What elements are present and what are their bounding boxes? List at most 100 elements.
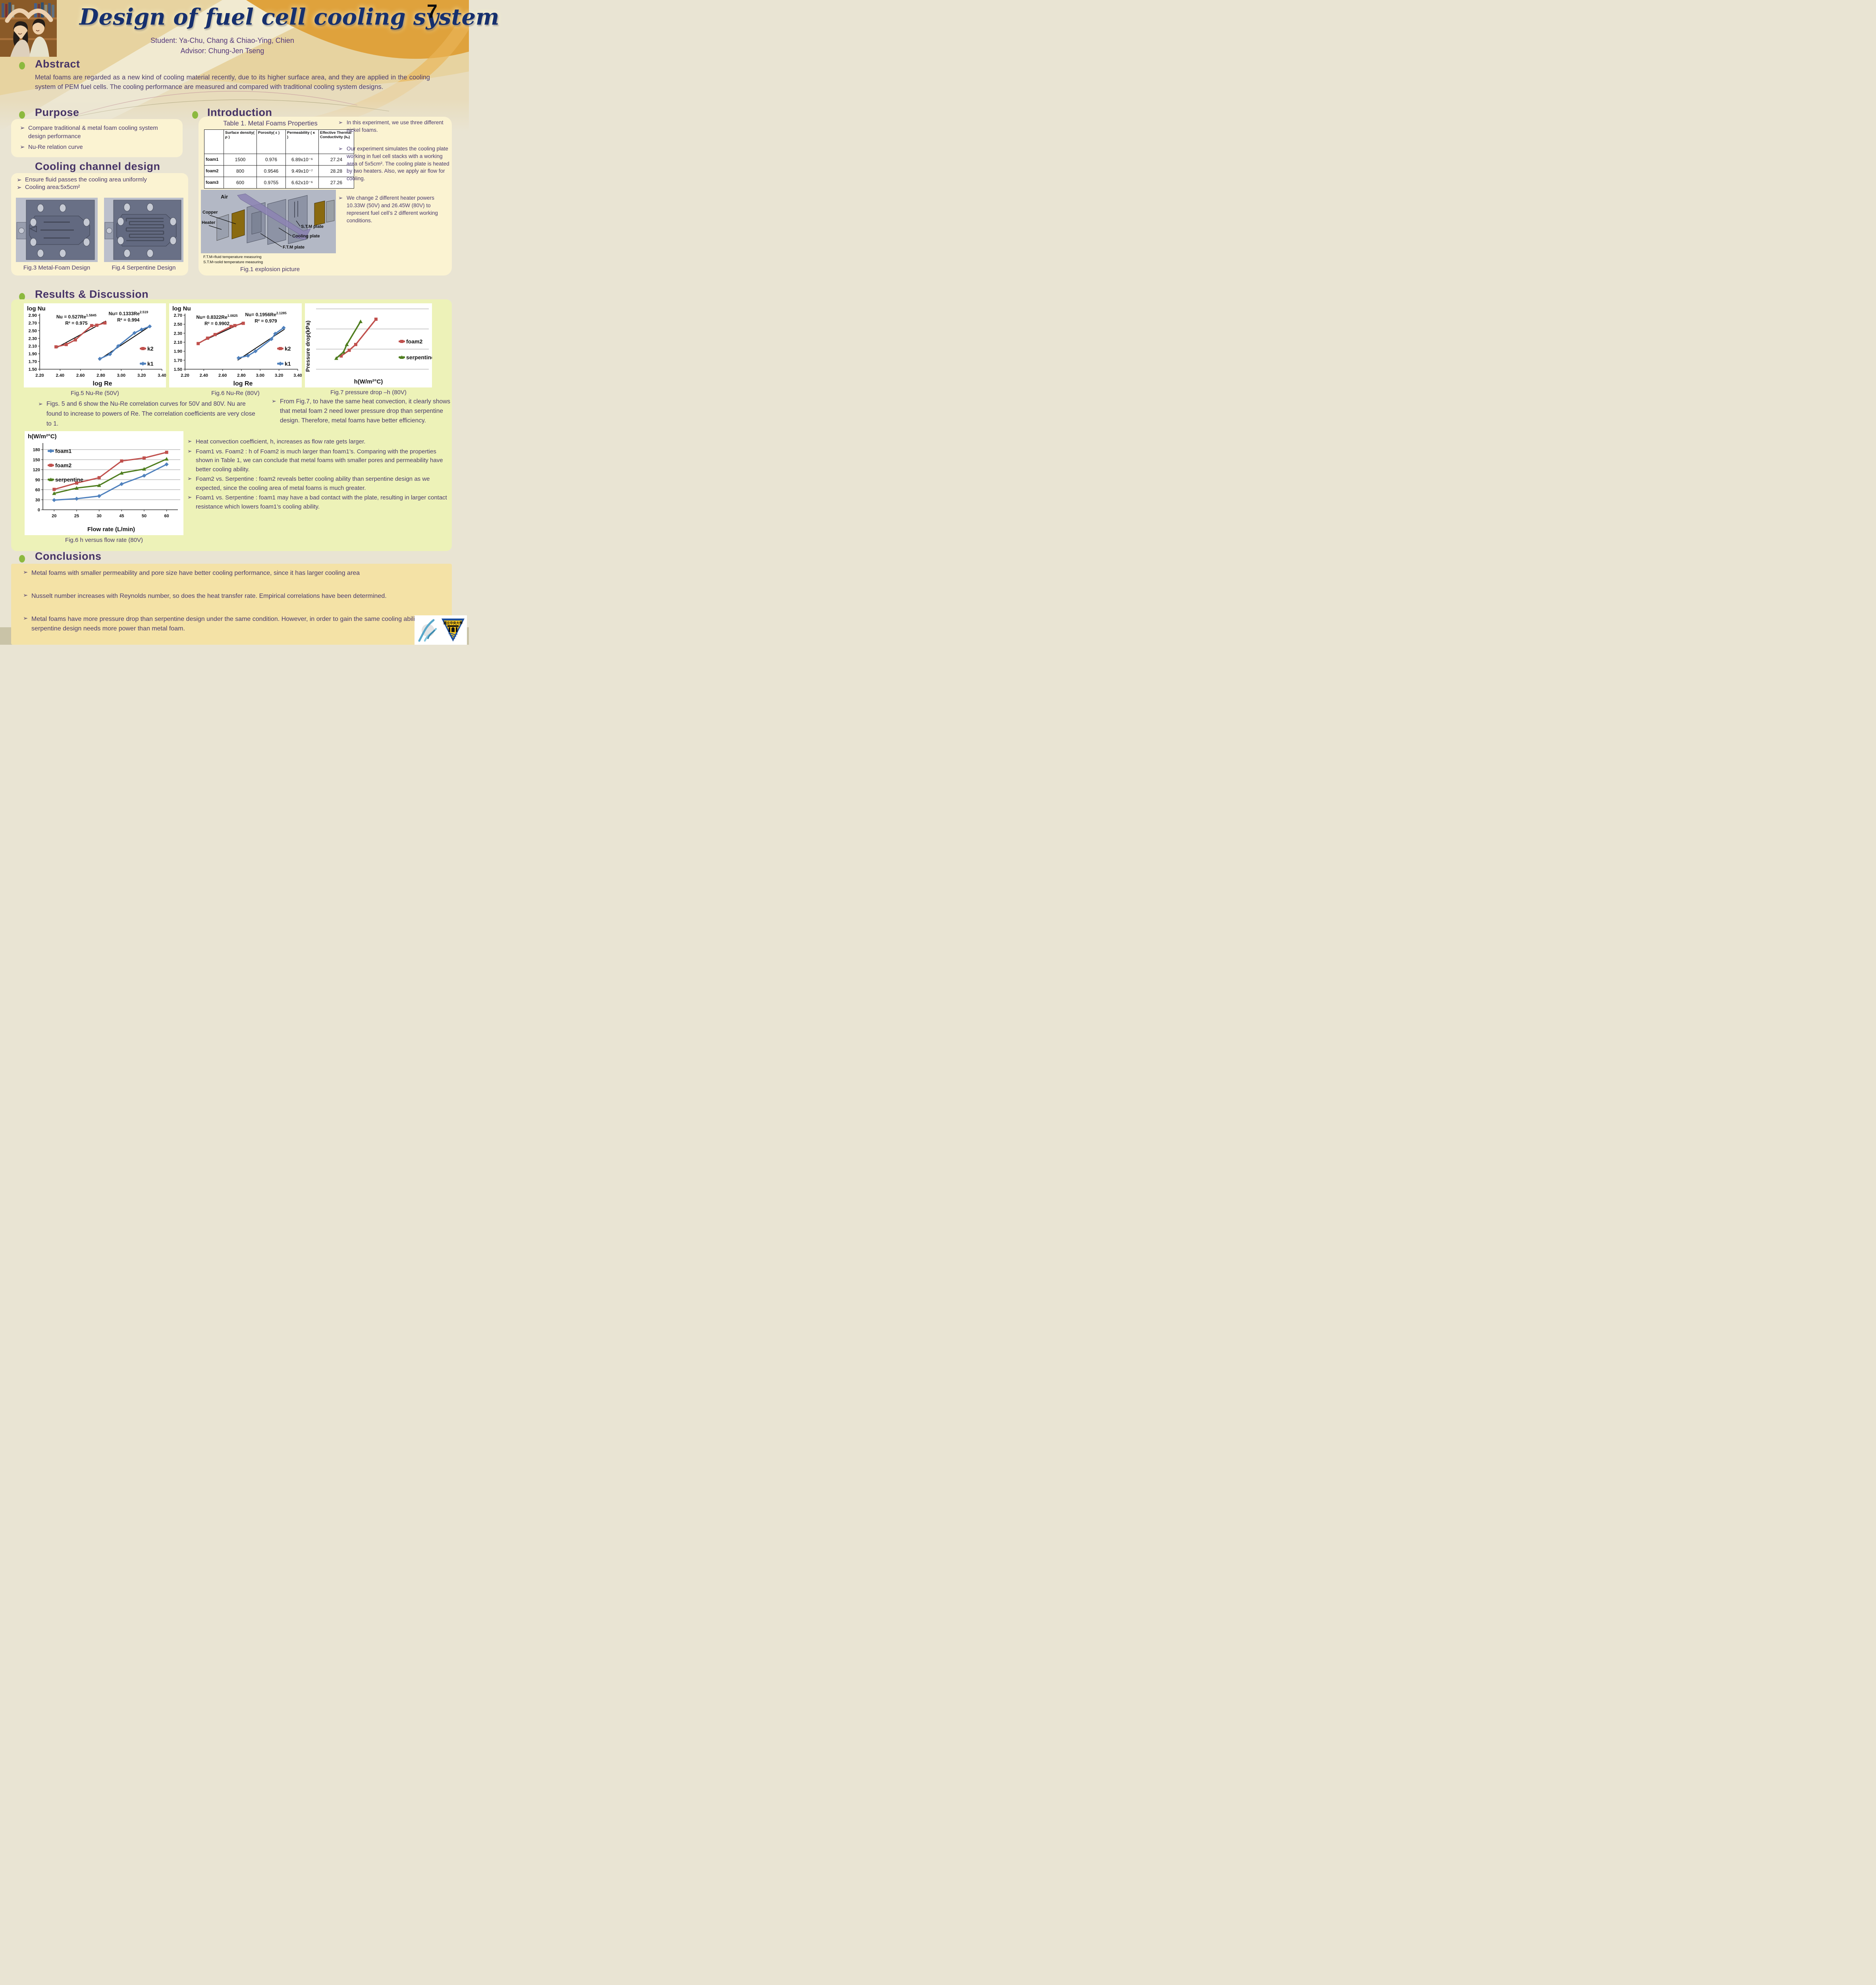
svg-text:3.20: 3.20 [137, 373, 146, 378]
fig7-pressure-drop-chart: foam2 serpentine Pressure drop(kPa) h(W/m²°… [305, 308, 434, 385]
university-emblem-icon: 國立中央大學 [442, 619, 465, 642]
svg-text:20: 20 [52, 514, 56, 518]
purpose-item: Compare traditional & metal foam cooling… [20, 124, 177, 141]
svg-text:2.80: 2.80 [96, 373, 105, 378]
conclusions-heading: Conclusions [35, 550, 102, 562]
results-heading: Results & Discussion [35, 288, 149, 300]
svg-text:log Nu: log Nu [27, 305, 46, 312]
fig1-label-heater: Heater [202, 220, 216, 225]
purpose-heading: Purpose [35, 106, 79, 118]
svg-text:2.20: 2.20 [35, 373, 44, 378]
conclusion-item: Metal foams have more pressure drop than… [23, 615, 446, 634]
intro-bullet: Our experiment simulates the cooling pla… [338, 145, 450, 183]
conclusion-item: Metal foams with smaller permeability an… [23, 569, 446, 578]
fig1-label-stm: S.T.M plate [301, 224, 324, 229]
introduction-heading: Introduction [207, 106, 272, 118]
results-panel: 2.20 2.40 2.60 2.80 3.00 3.20 3.40 1.50 1.70 1.90… [11, 299, 452, 551]
svg-text:1.50: 1.50 [174, 367, 182, 372]
svg-text:1.90: 1.90 [29, 352, 37, 357]
svg-text:150: 150 [33, 458, 40, 463]
svg-text:3.20: 3.20 [275, 373, 283, 378]
svg-text:log Nu: log Nu [172, 305, 191, 312]
fig3-caption: Fig.3 Metal-Foam Design [23, 264, 91, 271]
conclusions-panel: Metal foams with smaller permeability an… [11, 564, 452, 645]
introduction-box: Table 1. Metal Foams Properties Surface … [199, 117, 452, 276]
fig1-explosion-image: Air Copper Heater S.T.M plate Cooling pl… [201, 190, 336, 253]
svg-text:2.40: 2.40 [56, 373, 64, 378]
svg-text:foam2: foam2 [55, 462, 71, 468]
svg-text:25: 25 [74, 514, 79, 518]
svg-text:foam2: foam2 [406, 338, 422, 345]
purpose-bullet-dot [19, 111, 25, 119]
svg-text:180: 180 [33, 448, 40, 453]
results-bottom-bullet: Foam1 vs. Foam2 : h of Foam2 is much lar… [187, 447, 448, 474]
cooling-channel-heading: Cooling channel design [35, 160, 160, 172]
svg-text:30: 30 [97, 514, 102, 518]
table-header: Porosity( ε ) [256, 129, 286, 154]
table-header: Permeability ( κ ) [285, 129, 319, 154]
department-logo-icon [418, 619, 437, 642]
svg-text:3.00: 3.00 [256, 373, 264, 378]
abstract-bullet-dot [19, 62, 25, 69]
svg-text:3.40: 3.40 [293, 373, 302, 378]
svg-text:50: 50 [142, 514, 147, 518]
table-header [204, 129, 224, 154]
emblem-text: 國立中央大學 [443, 621, 463, 625]
svg-text:log Re: log Re [233, 380, 253, 387]
svg-text:h(W/m²°C): h(W/m²°C) [28, 433, 57, 440]
svg-text:30: 30 [35, 498, 40, 503]
svg-text:2.70: 2.70 [174, 313, 182, 318]
fig1-label-air: Air [221, 194, 228, 200]
svg-text:2.60: 2.60 [218, 373, 227, 378]
svg-text:Flow rate (L/min): Flow rate (L/min) [87, 526, 135, 533]
svg-text:h(W/m²°C): h(W/m²°C) [354, 378, 383, 385]
conclusions-bullet-dot [19, 555, 25, 563]
svg-text:k1: k1 [147, 360, 154, 367]
purpose-item: Nu-Re relation curve [20, 143, 177, 151]
svg-text:45: 45 [119, 514, 124, 518]
svg-text:1.70: 1.70 [29, 360, 37, 364]
students-photo [0, 0, 57, 57]
results-bottom-bullet: Foam2 vs. Serpentine : foam2 reveals bet… [187, 475, 448, 493]
svg-text:60: 60 [35, 488, 40, 493]
svg-text:1.50: 1.50 [29, 367, 37, 372]
svg-text:serpentine: serpentine [406, 354, 432, 360]
svg-text:k2: k2 [285, 345, 291, 352]
intro-bullet: We change 2 different heater powers 10.3… [338, 195, 450, 225]
fig6h-caption: Fig.6 h versus flow rate (80V) [65, 537, 143, 543]
results-left-bullet: Figs. 5 and 6 show the Nu-Re correlation… [38, 399, 256, 429]
fig1-label-cooling: Cooling plate [292, 234, 320, 239]
fig1-note: S.T.M=solid temperature measuring [203, 260, 263, 264]
results-bottom-bullet: Foam1 vs. Serpentine : foam1 may have a … [187, 493, 448, 511]
svg-text:3.40: 3.40 [158, 373, 166, 378]
table-header: Surface density( ρ ) [224, 129, 257, 154]
cooling-item: Cooling area:5x5cm² [17, 184, 186, 191]
table-row: foam3 600 0.9755 6.62x10⁻⁶ 27.26 [204, 177, 354, 189]
fig1-caption: Fig.1 explosion picture [240, 266, 300, 273]
abstract-heading: Abstract [35, 58, 80, 70]
advisor-line: Advisor: Chung-Jen Tseng [180, 47, 264, 55]
svg-text:2.30: 2.30 [174, 331, 182, 336]
fig1-note: F.T.M=fluid temperature measuring [203, 255, 262, 259]
fig6h-flow-rate-chart: 20 25 30 45 50 60 0 30 60 90 120 150 180 foam1 foam2 se… [28, 433, 180, 533]
fig1-label-copper: Copper [202, 210, 218, 215]
fig6-nu-re-80v-chart: 2.20 2.40 2.60 2.80 3.00 3.20 3.40 1.50 1.70 1.90… [172, 305, 302, 387]
poster-number: 7 [427, 1, 438, 22]
svg-text:2.40: 2.40 [200, 373, 208, 378]
svg-text:log Re: log Re [93, 380, 112, 387]
svg-text:2.30: 2.30 [29, 336, 37, 341]
fig1-label-ftm: F.T.M plate [283, 245, 305, 250]
fig4-serpentine-image [104, 198, 183, 262]
table-row: foam2 800 0.9546 9.49x10⁻⁷ 28.28 [204, 165, 354, 177]
metal-foams-table: Surface density( ρ ) Porosity( ε ) Perme… [204, 129, 354, 189]
fig7-caption: Fig.7 pressure drop –h (80V) [330, 389, 407, 396]
svg-text:2.50: 2.50 [174, 322, 182, 327]
results-right-bullet: From Fig.7, to have the same heat convec… [272, 397, 459, 426]
fig5-nu-re-50v-chart: 2.20 2.40 2.60 2.80 3.00 3.20 3.40 1.50 1.70 1.90… [27, 305, 166, 387]
svg-text:3.00: 3.00 [117, 373, 125, 378]
svg-text:2.20: 2.20 [181, 373, 189, 378]
abstract-text: Metal foams are regarded as a new kind o… [35, 74, 430, 91]
